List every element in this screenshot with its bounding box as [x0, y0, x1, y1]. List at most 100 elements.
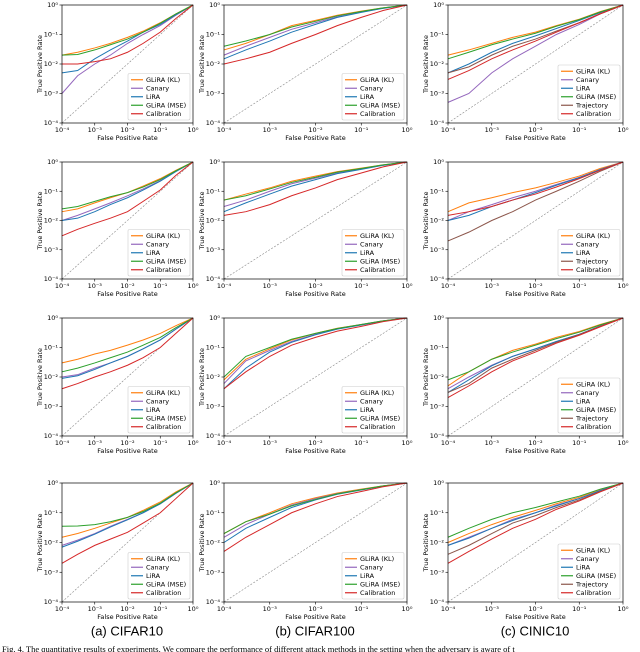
y-tick-label: 10⁰: [209, 314, 220, 322]
chance-line: [61, 4, 194, 124]
y-tick-label: 10⁻²: [44, 60, 59, 68]
y-tick-label: 10⁻²: [430, 217, 445, 225]
plot-frame: [61, 482, 194, 603]
series-line: [447, 4, 624, 60]
legend-label: Calibration: [576, 266, 611, 274]
y-tick-label: 10⁻¹: [44, 344, 59, 352]
series-line: [447, 317, 624, 399]
legend-label: GLiRA (MSE): [146, 414, 186, 422]
series-line: [447, 4, 624, 74]
plot-frame: [223, 161, 408, 280]
legend-label: GLiRA (MSE): [576, 93, 616, 101]
y-tick-label: 10⁰: [433, 479, 444, 487]
y-tick-label: 10⁻¹: [44, 31, 59, 39]
y-tick-label: 10⁰: [47, 1, 58, 9]
y-tick-label: 10⁰: [209, 1, 220, 9]
legend-label: GLiRA (KL): [146, 555, 180, 563]
x-tick-label: 10⁻⁴: [55, 126, 70, 134]
series-line: [447, 161, 624, 221]
series-line: [223, 317, 408, 390]
series-line: [61, 482, 194, 538]
x-tick-label: 10⁰: [618, 282, 629, 290]
legend-label: GLiRA (MSE): [146, 101, 186, 109]
plot-frame: [447, 317, 624, 437]
series-line: [223, 161, 408, 216]
legend-label: GLiRA (MSE): [576, 406, 616, 414]
y-tick-label: 10⁻³: [430, 90, 445, 98]
plot-frame: [447, 482, 624, 603]
legend-box: [341, 552, 405, 600]
x-axis-label: False Positive Rate: [285, 613, 345, 621]
series-line: [223, 317, 408, 384]
legend-label: LiRA: [146, 249, 161, 257]
y-tick-label: 10⁻³: [44, 568, 59, 576]
x-tick-label: 10⁻¹: [354, 282, 369, 290]
x-tick-label: 10⁻¹: [153, 282, 168, 290]
legend-label: Calibration: [146, 423, 181, 431]
x-axis-label: False Positive Rate: [505, 290, 565, 298]
y-tick-label: 10⁻⁴: [430, 275, 445, 283]
series-line: [447, 482, 624, 538]
x-axis-label: False Positive Rate: [97, 613, 157, 621]
x-tick-label: 10⁻³: [88, 439, 103, 447]
legend-label: Calibration: [576, 110, 611, 118]
x-tick-label: 10⁻²: [528, 282, 543, 290]
x-axis-label: False Positive Rate: [97, 290, 157, 298]
legend-label: Canary: [576, 240, 599, 248]
y-tick-label: 10⁻³: [430, 568, 445, 576]
x-axis-label: False Positive Rate: [97, 447, 157, 455]
chance-line: [223, 4, 408, 124]
x-tick-label: 10⁻²: [308, 605, 323, 613]
y-tick-label: 10⁰: [209, 158, 220, 166]
series-line: [447, 4, 624, 80]
x-tick-label: 10⁻²: [120, 282, 135, 290]
legend-label: GLiRA (MSE): [360, 257, 400, 265]
series-line: [223, 482, 408, 552]
series-line: [447, 482, 624, 555]
y-tick-label: 10⁻²: [430, 60, 445, 68]
y-tick-label: 10⁰: [433, 158, 444, 166]
legend-label: LiRA: [576, 563, 591, 571]
x-tick-label: 10⁻¹: [572, 605, 587, 613]
chance-line: [223, 161, 408, 280]
legend-label: LiRA: [360, 572, 375, 580]
y-tick-label: 10⁻³: [430, 246, 445, 254]
series-line: [61, 482, 194, 548]
series-line: [447, 317, 624, 381]
legend-label: GLiRA (MSE): [146, 580, 186, 588]
legend-label: Trajectory: [575, 414, 608, 422]
legend-label: LiRA: [576, 397, 591, 405]
chance-line: [447, 317, 624, 437]
x-tick-label: 10⁻³: [485, 126, 500, 134]
series-line: [447, 482, 624, 543]
y-tick-label: 10⁻³: [206, 90, 221, 98]
legend-label: GLiRA (KL): [360, 389, 394, 397]
x-tick-label: 10⁻³: [88, 126, 103, 134]
y-tick-label: 10⁻²: [44, 217, 59, 225]
series-line: [447, 4, 624, 56]
x-tick-label: 10⁰: [188, 439, 199, 447]
x-tick-label: 10⁻⁴: [441, 282, 456, 290]
column-caption: (b) CIFAR100: [275, 623, 354, 638]
legend-label: Canary: [146, 563, 169, 571]
x-tick-label: 10⁻⁴: [217, 605, 232, 613]
y-axis-label: True Positive Rate: [198, 514, 206, 573]
y-tick-label: 10⁻¹: [430, 509, 445, 517]
plot-frame: [447, 4, 624, 124]
y-tick-label: 10⁻²: [44, 373, 59, 381]
x-tick-label: 10⁰: [402, 605, 413, 613]
legend-label: Canary: [146, 240, 169, 248]
x-tick-label: 10⁰: [618, 126, 629, 134]
legend-label: Calibration: [360, 423, 395, 431]
legend-label: Calibration: [360, 266, 395, 274]
y-axis-label: True Positive Rate: [198, 348, 206, 407]
y-tick-label: 10⁻²: [44, 539, 59, 547]
x-tick-label: 10⁻³: [88, 605, 103, 613]
legend-label: LiRA: [146, 406, 161, 414]
y-tick-label: 10⁰: [47, 314, 58, 322]
y-tick-label: 10⁻³: [44, 403, 59, 411]
legend-label: Canary: [576, 76, 599, 84]
y-tick-label: 10⁻²: [430, 373, 445, 381]
legend-label: LiRA: [360, 93, 375, 101]
